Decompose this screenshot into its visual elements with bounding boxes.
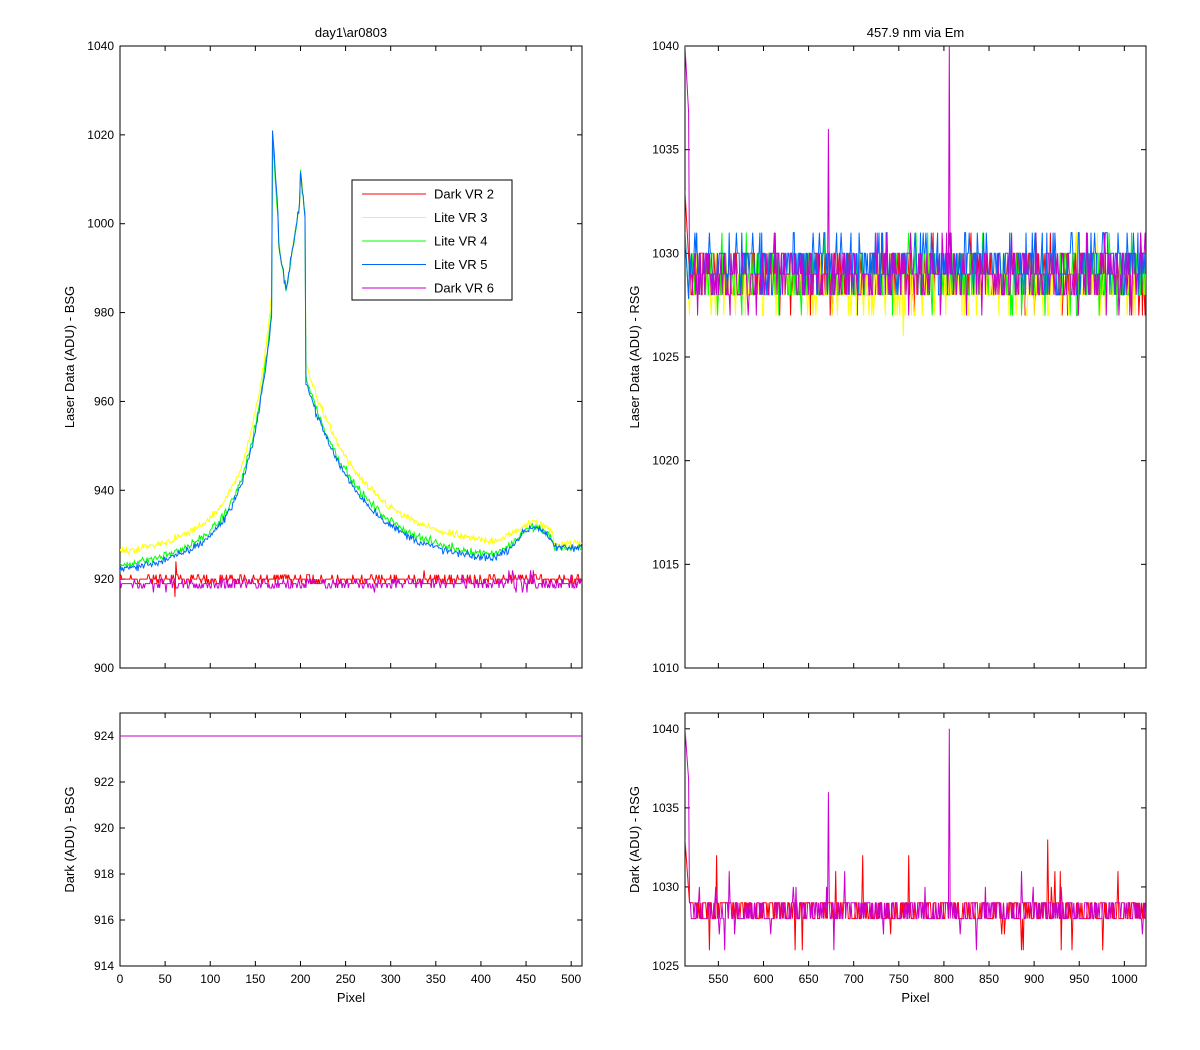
y-tick-label: 1000 [87, 217, 114, 231]
x-tick-label: 750 [889, 972, 909, 986]
y-tick-label: 1020 [652, 454, 679, 468]
y-tick-label: 1040 [87, 39, 114, 53]
y-tick-label: 920 [94, 821, 114, 835]
series-line-lite-vr-5 [685, 232, 1146, 299]
legend-label: Dark VR 2 [434, 187, 494, 202]
legend-label: Lite VR 3 [434, 210, 487, 225]
legend-box [351, 179, 513, 301]
x-tick-label: 400 [471, 972, 491, 986]
y-tick-label: 918 [94, 867, 114, 881]
y-axis-label: Dark (ADU) - BSG [62, 786, 77, 892]
y-tick-label: 924 [94, 729, 114, 743]
x-tick-label: 850 [979, 972, 999, 986]
x-tick-label: 100 [200, 972, 220, 986]
x-axis-label: Pixel [901, 990, 929, 1005]
y-tick-label: 1035 [652, 143, 679, 157]
x-tick-label: 0 [117, 972, 124, 986]
legend-label: Dark VR 6 [434, 281, 494, 296]
y-axis-label: Laser Data (ADU) - RSG [627, 285, 642, 428]
y-tick-label: 900 [94, 661, 114, 675]
x-tick-label: 1000 [1111, 972, 1138, 986]
x-tick-label: 650 [799, 972, 819, 986]
series-line-dark-vr-6 [120, 570, 582, 593]
series-line-lite-vr-5 [120, 130, 582, 572]
x-axis-label: Pixel [337, 990, 365, 1005]
plot-area [684, 45, 1147, 669]
x-tick-label: 550 [708, 972, 728, 986]
x-tick-label: 800 [934, 972, 954, 986]
y-tick-label: 914 [94, 959, 114, 973]
x-tick-label: 500 [561, 972, 581, 986]
y-axis-label: Dark (ADU) - RSG [627, 786, 642, 893]
plot-area [119, 712, 583, 967]
series-group [685, 46, 1146, 337]
y-tick-label: 1030 [652, 246, 679, 260]
series-group [685, 728, 1146, 951]
x-tick-label: 250 [336, 972, 356, 986]
chart-panel-rsg-laser: 1010 1015 1020 1025 1030 1035 1040 457.9 nm via… [627, 25, 1147, 675]
legend-label: Lite VR 4 [434, 234, 487, 249]
y-tick-label: 922 [94, 775, 114, 789]
chart-panel-rsg-dark: 1025 1030 1035 1040 550 600 650 700 750 800 850 900… [627, 712, 1147, 1005]
x-tick-label: 600 [753, 972, 773, 986]
y-tick-label: 980 [94, 306, 114, 320]
plot-area [684, 712, 1147, 967]
x-tick-label: 200 [290, 972, 310, 986]
x-tick-label: 900 [1024, 972, 1044, 986]
y-tick-label: 1035 [652, 801, 679, 815]
x-tick-label: 450 [516, 972, 536, 986]
series-line-dark-vr-6 [685, 728, 1146, 951]
chart-title: 457.9 nm via Em [867, 25, 965, 40]
y-tick-label: 1020 [87, 128, 114, 142]
series-line-dark-vr-6 [685, 46, 1146, 316]
series-group [120, 130, 582, 597]
y-tick-label: 940 [94, 483, 114, 497]
legend: Dark VR 2 Lite VR 3 Lite VR 4 Lite VR 5 Dark… [351, 179, 513, 301]
y-tick-label: 1010 [652, 661, 679, 675]
chart-panel-bsg-dark: 914 916 918 920 922 924 0 50 100 150 200 250 300 350 4… [62, 712, 583, 1005]
y-tick-label: 960 [94, 394, 114, 408]
y-tick-label: 1025 [652, 350, 679, 364]
x-tick-label: 700 [844, 972, 864, 986]
y-tick-label: 916 [94, 913, 114, 927]
legend-label: Lite VR 5 [434, 257, 487, 272]
y-tick-label: 1015 [652, 557, 679, 571]
y-tick-label: 1040 [652, 39, 679, 53]
x-tick-label: 150 [245, 972, 265, 986]
y-tick-label: 1040 [652, 722, 679, 736]
x-tick-label: 950 [1069, 972, 1089, 986]
chart-title: day1\ar0803 [315, 25, 387, 40]
y-tick-label: 1030 [652, 880, 679, 894]
x-tick-label: 300 [381, 972, 401, 986]
series-line-lite-vr-3 [120, 140, 582, 556]
chart-panel-bsg-laser: 900 920 940 960 980 1000 1020 1040 day1\ar0803 La… [62, 25, 583, 675]
plot-area [119, 45, 583, 669]
y-axis-label: Laser Data (ADU) - BSG [62, 286, 77, 428]
series-line-dark-vr-2 [120, 561, 582, 597]
y-tick-label: 1025 [652, 959, 679, 973]
x-tick-label: 350 [426, 972, 446, 986]
y-tick-label: 920 [94, 572, 114, 586]
x-tick-label: 50 [158, 972, 172, 986]
